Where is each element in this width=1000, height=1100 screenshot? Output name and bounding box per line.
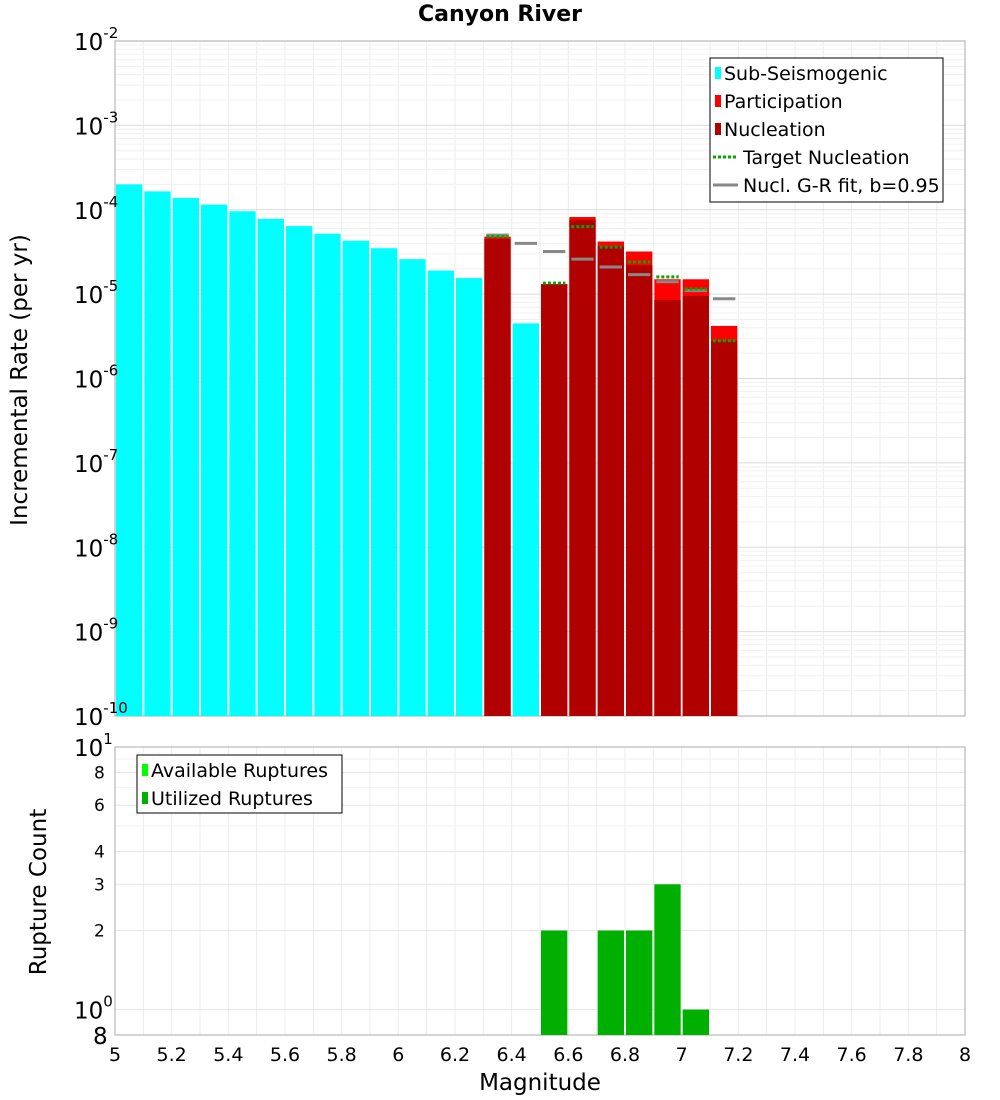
bottom-legend-box [136, 754, 343, 814]
x-tick-label: 5.4 [213, 1044, 243, 1066]
legend-label: Target Nucleation [742, 147, 910, 169]
utilized-ruptures-bar [597, 930, 624, 1035]
top-plot-grid [114, 41, 966, 717]
sub-seismogenic-bar [456, 278, 483, 716]
bottom-plot-bars [541, 884, 709, 1035]
y-tick-label: 6 [94, 796, 105, 816]
utilized-ruptures-bar [541, 930, 568, 1035]
sub-seismogenic-bar [286, 226, 313, 716]
nucleation-bar [682, 296, 709, 716]
y-tick-label: 10-2 [74, 24, 118, 56]
sub-seismogenic-bar [399, 259, 426, 716]
top-plot-lines [486, 225, 736, 343]
legend-label: Nucleation [724, 119, 826, 141]
nucleation-bar [626, 265, 653, 716]
sub-seismogenic-bar [371, 248, 398, 717]
x-tick-label: 7 [676, 1044, 688, 1066]
legend-swatch [715, 123, 721, 135]
x-tick-label: 6.6 [553, 1044, 583, 1066]
bottom-y-axis-label: Rupture Count [26, 809, 52, 975]
bottom-plot-frame [114, 746, 966, 1036]
sub-seismogenic-bar [229, 211, 256, 717]
sub-seismogenic-bar [201, 204, 228, 717]
x-tick-label: 6 [392, 1044, 404, 1066]
y-tick-label: 2 [94, 922, 105, 942]
top-plot-bars [116, 184, 738, 717]
y-tick-label: 4 [94, 842, 105, 862]
sub-seismogenic-bar [342, 240, 369, 717]
y-tick-label: 8 [93, 1024, 108, 1050]
y-tick-label: 3 [94, 875, 105, 895]
legend-label: Utilized Ruptures [151, 788, 313, 810]
y-tick-label: 10-5 [74, 277, 118, 309]
x-tick-label: 7.6 [837, 1044, 867, 1066]
y-tick-label: 10-6 [74, 362, 118, 394]
top-plot-frame [114, 40, 966, 717]
top-legend-box [709, 57, 944, 203]
nucleation-bar [654, 300, 681, 716]
legend-swatch [715, 67, 721, 79]
sub-seismogenic-bar [427, 270, 454, 716]
sub-seismogenic-bar [116, 184, 143, 717]
y-tick-label: 10-7 [74, 446, 118, 478]
y-tick-label: 101 [74, 730, 113, 762]
x-tick-label: 6.8 [610, 1044, 640, 1066]
x-tick-label: 5 [109, 1044, 121, 1066]
legend-label: Sub-Seismogenic [724, 63, 888, 85]
legend-label: Available Ruptures [151, 760, 328, 782]
utilized-ruptures-bar [682, 1009, 709, 1035]
x-tick-label: 5.6 [270, 1044, 300, 1066]
legend-label: Nucl. G-R fit, b=0.95 [743, 175, 940, 197]
y-tick-label: 10-3 [74, 108, 118, 140]
legend-swatch [142, 792, 148, 804]
x-tick-label: 7.2 [723, 1044, 753, 1066]
bottom-legend: Available Ruptures Utilized Ruptures [136, 754, 343, 814]
utilized-ruptures-bar [626, 930, 653, 1035]
nucleation-bar [711, 340, 738, 716]
y-tick-label: 8 [94, 763, 105, 783]
x-tick-label: 5.2 [157, 1044, 187, 1066]
x-tick-label: 7.8 [893, 1044, 923, 1066]
top-y-axis-label: Incremental Rate (per yr) [7, 234, 33, 526]
legend-label: Participation [724, 91, 843, 113]
x-ticks: 5 5.2 5.4 5.6 5.8 6 6.2 6.4 6.6 6.8 7 7.2 7.4 7.6 7.8 8 [109, 1044, 971, 1066]
nucleation-bar [597, 246, 624, 716]
y-tick-label: 10-8 [74, 530, 118, 562]
nucleation-bar [569, 219, 596, 717]
x-axis-label: Magnitude [479, 1070, 601, 1096]
x-tick-label: 7.4 [780, 1044, 810, 1066]
top-y-ticks: 10-2 10-3 10-4 10-5 10-6 10-7 10-8 10-9 10-10 [74, 24, 128, 731]
top-legend: Sub-Seismogenic Participation Nucleation Ta… [709, 57, 944, 203]
x-tick-label: 6.4 [497, 1044, 527, 1066]
sub-seismogenic-bar [512, 323, 539, 716]
utilized-ruptures-bar [654, 884, 681, 1035]
sub-seismogenic-bar [144, 191, 171, 717]
y-tick-label: 10-9 [74, 615, 118, 647]
nucleation-bar [541, 284, 568, 716]
y-tick-label: 100 [74, 993, 113, 1025]
y-tick-label: 10-10 [74, 699, 128, 731]
x-tick-label: 8 [959, 1044, 971, 1066]
x-tick-label: 5.8 [327, 1044, 357, 1066]
x-tick-label: 6.2 [440, 1044, 470, 1066]
chart-title: Canyon River [417, 2, 583, 27]
legend-swatch [142, 764, 148, 776]
sub-seismogenic-bar [172, 197, 199, 717]
sub-seismogenic-bar [257, 218, 284, 716]
legend-swatch [715, 95, 721, 107]
nucleation-bar [484, 239, 511, 716]
y-tick-label: 10-4 [74, 193, 118, 225]
sub-seismogenic-bar [314, 233, 341, 716]
